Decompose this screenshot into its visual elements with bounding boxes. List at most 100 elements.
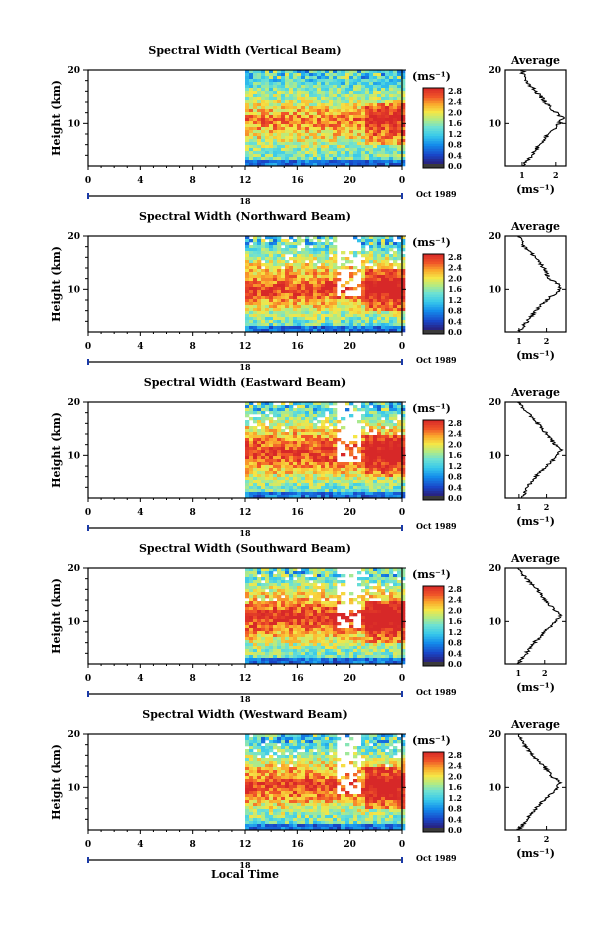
heatmap-cell [381, 628, 386, 632]
heatmap-cell [301, 610, 306, 614]
heatmap-cell [313, 417, 318, 421]
heatmap-cell [369, 163, 374, 167]
heatmap-cell [301, 260, 306, 264]
colorbar-segment [423, 120, 444, 124]
heatmap-cell [301, 323, 306, 327]
heatmap-cell [377, 299, 382, 303]
heatmap-cell [261, 420, 266, 424]
heatmap-cell [281, 278, 286, 282]
heatmap-cell [269, 480, 274, 484]
heatmap-cell [329, 248, 334, 252]
heatmap-cell [277, 429, 282, 433]
heatmap-cell [353, 495, 358, 499]
heatmap-cell [365, 450, 370, 454]
heatmap-cell [369, 284, 374, 288]
heatmap-cell [317, 420, 322, 424]
heatmap-cell [317, 625, 322, 629]
heatmap-cell [361, 453, 366, 457]
heatmap-cell [269, 317, 274, 321]
heatmap-cell [377, 317, 382, 321]
heatmap-cell [333, 320, 338, 324]
heatmap-cell [389, 275, 394, 279]
heatmap-cell [377, 408, 382, 412]
heatmap-cell [357, 474, 362, 478]
heatmap-cell [285, 432, 290, 436]
heatmap-cell [253, 139, 258, 143]
heatmap-cell [381, 480, 386, 484]
heatmap-cell [333, 311, 338, 315]
heatmap-cell [361, 408, 366, 412]
heatmap-cell [289, 417, 294, 421]
heatmap-cell [253, 634, 258, 638]
heatmap-cell [337, 272, 342, 276]
heatmap-cell [393, 79, 398, 83]
heatmap-cell [325, 275, 330, 279]
heatmap-cell [349, 308, 354, 312]
heatmap-cell [309, 76, 314, 80]
heatmap-cell [305, 239, 310, 243]
heatmap-cell [277, 239, 282, 243]
heatmap-cell [365, 323, 370, 327]
heatmap-cell [333, 281, 338, 285]
heatmap-cell [361, 76, 366, 80]
heatmap-cell [301, 426, 306, 430]
heatmap-cell [329, 112, 334, 116]
heatmap-cell [325, 619, 330, 623]
heatmap-cell [273, 314, 278, 318]
heatmap-cell [329, 151, 334, 155]
heatmap-cell [245, 429, 250, 433]
heatmap-cell [265, 453, 270, 457]
heatmap-cell [293, 121, 298, 125]
heatmap-cell [337, 320, 342, 324]
heatmap-cell [329, 580, 334, 584]
heatmap-cell [345, 70, 350, 74]
heatmap-cell [317, 444, 322, 448]
heatmap-cell [361, 154, 366, 158]
heatmap-cell [381, 151, 386, 155]
heatmap-cell [245, 70, 250, 74]
heatmap-cell [401, 474, 406, 478]
heatmap-cell [369, 287, 374, 291]
heatmap-cell [397, 242, 402, 246]
heatmap-cell [289, 580, 294, 584]
heatmap-cell [393, 275, 398, 279]
heatmap-cell [349, 477, 354, 481]
heatmap-cell [353, 73, 358, 77]
heatmap-cell [293, 79, 298, 83]
heatmap-cell [401, 426, 406, 430]
heatmap-cell [317, 655, 322, 659]
heatmap-cell [361, 88, 366, 92]
heatmap-cell [389, 438, 394, 442]
heatmap-cell [329, 468, 334, 472]
heatmap-cell [297, 405, 302, 409]
heatmap-cell [289, 278, 294, 282]
heatmap-cell [305, 447, 310, 451]
heatmap-cell [305, 284, 310, 288]
heatmap-cell [361, 248, 366, 252]
heatmap-cell [397, 73, 402, 77]
heatmap-cell [273, 326, 278, 330]
heatmap-cell [365, 76, 370, 80]
heatmap-cell [325, 495, 330, 499]
heatmap-cell [321, 480, 326, 484]
heatmap-cell [341, 121, 346, 125]
heatmap-cell [317, 574, 322, 578]
heatmap-cell [293, 661, 298, 665]
heatmap-cell [365, 465, 370, 469]
heatmap-cell [373, 658, 378, 662]
heatmap-cell [341, 477, 346, 481]
heatmap-cell [293, 631, 298, 635]
heatmap-cell [265, 103, 270, 107]
heatmap-cell [257, 637, 262, 641]
heatmap-cell [261, 586, 266, 590]
heatmap-cell [401, 260, 406, 264]
heatmap-cell [385, 601, 390, 605]
heatmap-cell [365, 661, 370, 665]
heatmap-cell [301, 574, 306, 578]
heatmap-cell [373, 136, 378, 140]
heatmap-cell [341, 317, 346, 321]
heatmap-cell [341, 154, 346, 158]
heatmap-cell [245, 242, 250, 246]
heatmap-cell [333, 495, 338, 499]
heatmap-cell [361, 329, 366, 333]
